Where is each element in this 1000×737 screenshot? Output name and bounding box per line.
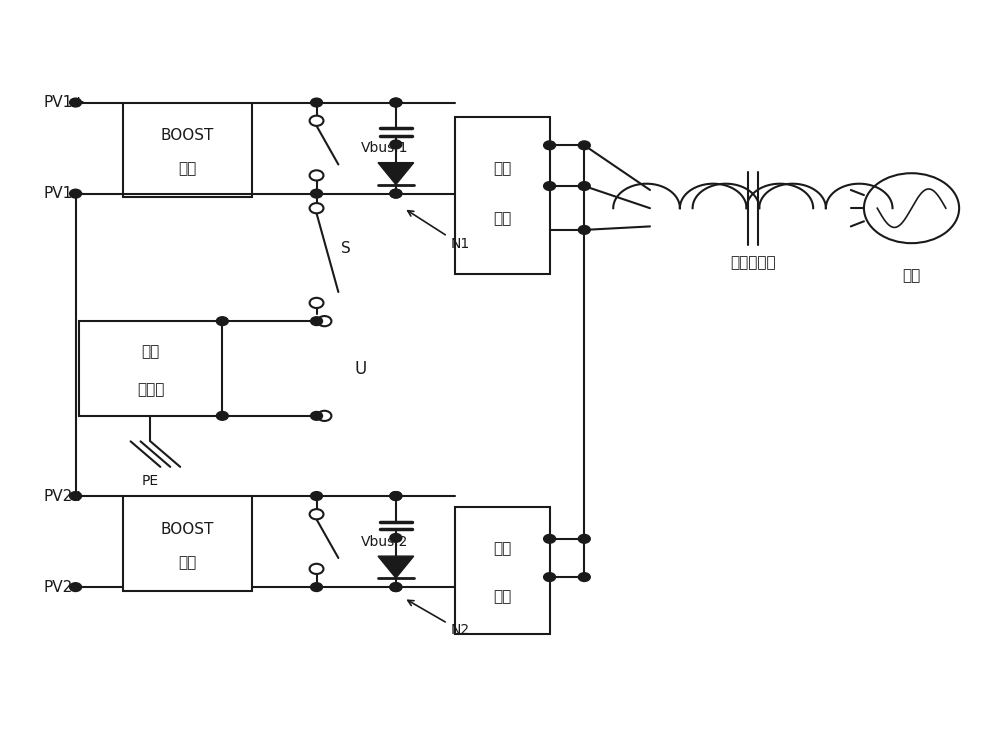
Text: 电路: 电路: [178, 555, 197, 570]
Circle shape: [390, 98, 402, 107]
Text: PV2−: PV2−: [44, 579, 86, 595]
Text: 隔离变压器: 隔离变压器: [730, 255, 776, 270]
Text: PV1−: PV1−: [44, 186, 86, 201]
Circle shape: [578, 141, 590, 150]
Text: Vbus.1: Vbus.1: [361, 141, 409, 155]
Text: 电路: 电路: [493, 589, 512, 604]
Circle shape: [70, 492, 82, 500]
Circle shape: [311, 98, 322, 107]
Text: 电路: 电路: [493, 212, 512, 226]
Text: 电网: 电网: [902, 268, 921, 284]
Circle shape: [216, 317, 228, 326]
Circle shape: [544, 181, 556, 190]
Text: U: U: [354, 360, 366, 377]
Circle shape: [544, 573, 556, 581]
Circle shape: [544, 534, 556, 543]
Text: N1: N1: [408, 211, 470, 251]
Circle shape: [311, 317, 322, 326]
Text: BOOST: BOOST: [161, 128, 214, 143]
Text: N2: N2: [408, 601, 470, 638]
Circle shape: [390, 492, 402, 500]
Circle shape: [311, 492, 322, 500]
Text: 电路: 电路: [178, 161, 197, 176]
Circle shape: [70, 98, 82, 107]
Circle shape: [390, 492, 402, 500]
Circle shape: [216, 411, 228, 420]
Text: PE: PE: [142, 475, 159, 489]
Circle shape: [310, 564, 323, 574]
Text: 逆变: 逆变: [493, 542, 512, 556]
Bar: [123, 102, 252, 198]
Circle shape: [578, 534, 590, 543]
Polygon shape: [378, 556, 414, 578]
Circle shape: [70, 189, 82, 198]
Text: PV1+: PV1+: [44, 95, 86, 110]
Text: 隔离: 隔离: [141, 344, 160, 359]
Bar: [455, 507, 550, 635]
Circle shape: [390, 583, 402, 592]
Text: S: S: [341, 241, 351, 256]
Bar: [79, 321, 222, 416]
Text: Vbus.2: Vbus.2: [361, 534, 409, 548]
Circle shape: [544, 141, 556, 150]
Circle shape: [311, 411, 322, 420]
Bar: [455, 117, 550, 273]
Circle shape: [310, 170, 323, 181]
Circle shape: [390, 189, 402, 198]
Text: 电压源: 电压源: [137, 382, 164, 397]
Circle shape: [578, 573, 590, 581]
Text: PV2+: PV2+: [44, 489, 86, 503]
Bar: [123, 496, 252, 591]
Circle shape: [70, 583, 82, 592]
Circle shape: [578, 181, 590, 190]
Circle shape: [310, 298, 323, 308]
Circle shape: [310, 203, 323, 213]
Text: 逆变: 逆变: [493, 161, 512, 176]
Polygon shape: [378, 163, 414, 184]
Circle shape: [311, 583, 322, 592]
Circle shape: [390, 140, 402, 149]
Circle shape: [318, 316, 331, 326]
Circle shape: [390, 534, 402, 542]
Circle shape: [318, 411, 331, 421]
Circle shape: [390, 583, 402, 592]
Circle shape: [578, 226, 590, 234]
Circle shape: [311, 189, 322, 198]
Circle shape: [310, 509, 323, 520]
Circle shape: [390, 98, 402, 107]
Circle shape: [310, 116, 323, 126]
Circle shape: [390, 189, 402, 198]
Text: BOOST: BOOST: [161, 522, 214, 537]
